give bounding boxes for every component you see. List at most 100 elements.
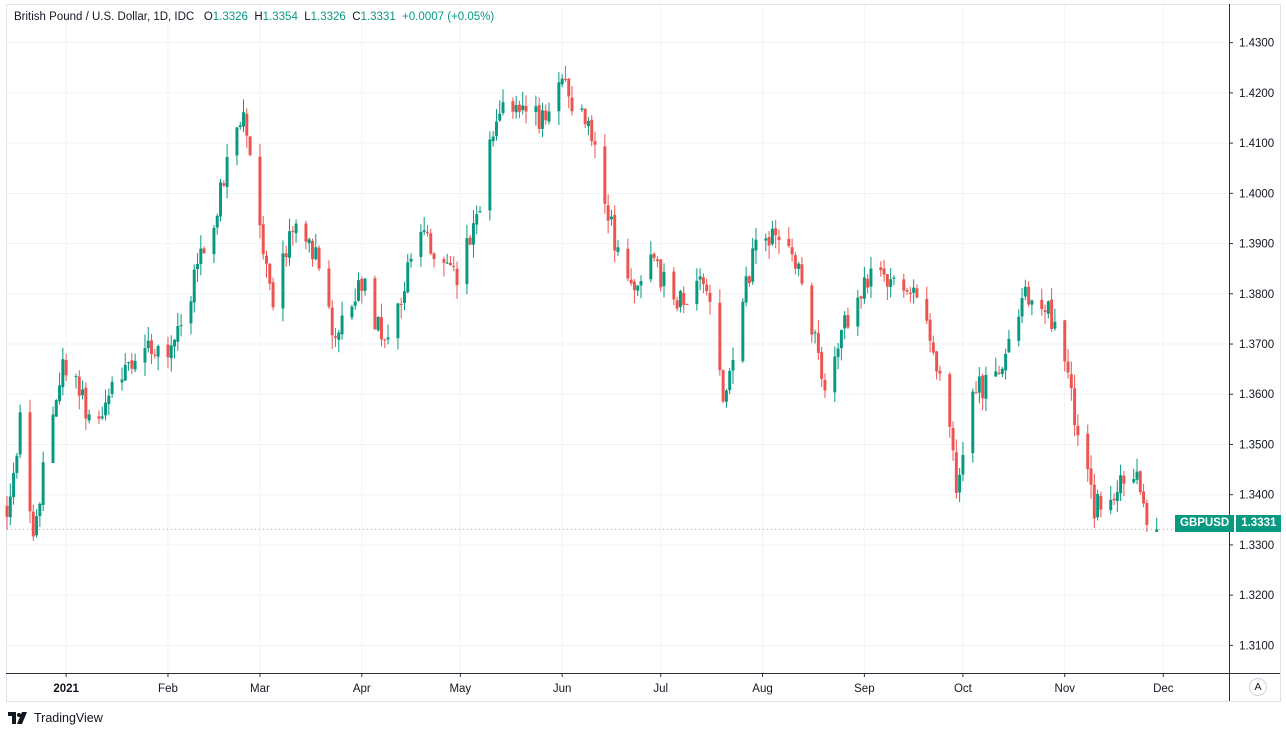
candle-body (731, 360, 735, 371)
candle (130, 353, 134, 375)
candle (629, 268, 633, 286)
candle (1142, 483, 1146, 508)
candle (632, 278, 636, 304)
candle-body (856, 297, 860, 327)
candle-body (268, 263, 272, 284)
candle (560, 74, 564, 88)
candle-body (563, 78, 567, 80)
candle-body (432, 253, 436, 259)
candle (606, 194, 610, 234)
time-tick-label: Oct (954, 683, 973, 695)
candle (859, 295, 863, 309)
candle-body (974, 392, 978, 394)
candle-body (1020, 298, 1024, 317)
chart-frame[interactable] (6, 4, 1281, 702)
time-axis[interactable]: 2021 Feb Mar Apr May Jun Jul Aug Sep Oct Nov Dec (6, 673, 1280, 695)
candle-body (892, 277, 896, 279)
high-key: H (254, 11, 263, 23)
time-tick-label: Nov (1055, 683, 1076, 695)
candle (1086, 424, 1090, 482)
candle (268, 262, 272, 291)
candle (1017, 309, 1021, 347)
candle (1046, 300, 1050, 319)
candle (1066, 349, 1070, 379)
tradingview-brand[interactable]: TradingView (8, 711, 103, 725)
candle-body (632, 281, 636, 291)
candle (18, 404, 22, 459)
candle-body (728, 370, 732, 391)
candle-body (468, 237, 472, 245)
candle-body (222, 183, 226, 186)
candle (843, 311, 847, 340)
candle (1109, 485, 1113, 515)
candle-body (314, 247, 318, 260)
candle (540, 102, 544, 137)
candle-body (156, 345, 160, 357)
candle-body (583, 108, 587, 125)
close-value: 1.3331 (360, 11, 396, 23)
candle-body (843, 315, 847, 329)
candle-body (606, 205, 610, 221)
candle-body (327, 268, 331, 307)
candle-body (258, 156, 262, 226)
candle-body (219, 182, 222, 217)
candle-body (1040, 299, 1044, 310)
candle (662, 263, 666, 298)
candle-body (958, 474, 962, 493)
candle (810, 282, 814, 343)
candle (225, 144, 229, 199)
candle (557, 72, 561, 126)
candle (192, 264, 196, 313)
candle-body (442, 259, 446, 263)
candle (1000, 366, 1004, 378)
candle-body (560, 78, 564, 85)
candle-body (813, 332, 817, 334)
candle-body (1109, 499, 1113, 511)
candle (731, 347, 735, 384)
candle-body (146, 340, 150, 349)
price-tick-label: 1.3500 (1239, 439, 1274, 451)
candle (97, 410, 101, 425)
candle (41, 451, 45, 512)
candle (455, 261, 459, 299)
candle (1092, 473, 1096, 528)
candle (1122, 470, 1126, 497)
candle (747, 275, 751, 287)
candle-body (284, 253, 288, 258)
candle-body (58, 385, 62, 402)
price-axis[interactable]: 1.3100 1.3200 1.3300 1.3400 1.3500 1.3600 1.37… (1229, 4, 1274, 701)
candle-body (593, 141, 597, 145)
candle (432, 252, 436, 268)
candle-body (376, 316, 380, 331)
candle (777, 229, 781, 254)
candle-body (225, 156, 229, 188)
candle (912, 279, 916, 304)
candle-body (915, 288, 919, 298)
candle-body (767, 237, 771, 246)
time-tick-label: Aug (752, 683, 772, 695)
candle (724, 388, 728, 408)
candle (5, 495, 9, 530)
candle-body (5, 505, 9, 517)
candle (682, 286, 686, 314)
candle (284, 245, 288, 267)
auto-scale-button[interactable]: A (1249, 678, 1267, 696)
candle-body (15, 455, 19, 473)
candle (721, 369, 725, 404)
candle-body (61, 359, 65, 388)
candle (330, 299, 334, 349)
candle (1030, 299, 1034, 316)
candle-body (537, 105, 541, 129)
candle-body (649, 254, 653, 280)
candle-body (521, 105, 525, 111)
candle-body (307, 239, 311, 244)
candle (396, 303, 400, 350)
candle-body (1043, 310, 1047, 312)
candle (586, 117, 590, 136)
candle-body (1096, 493, 1100, 518)
candle-body (790, 247, 794, 255)
candle (8, 483, 12, 526)
candle-body (836, 348, 840, 358)
candle-body (839, 330, 843, 349)
